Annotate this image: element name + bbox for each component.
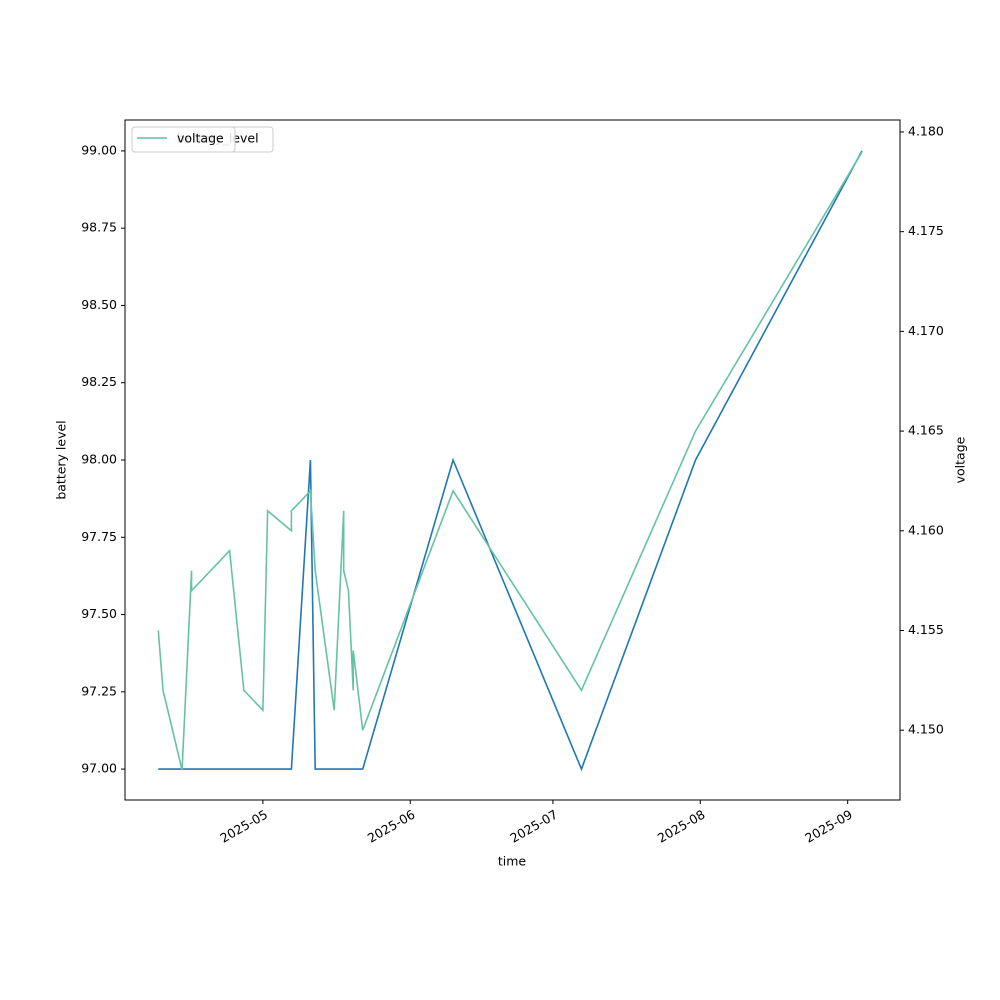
y-axis-label: battery level — [54, 420, 69, 499]
y2-tick-label: 4.160 — [908, 522, 944, 537]
y-tick-label: 97.00 — [81, 761, 117, 776]
x-tick-label: 2025-05 — [217, 807, 270, 846]
x-tick-label: 2025-06 — [365, 807, 418, 846]
line-series — [158, 150, 863, 772]
y-tick-label: 98.75 — [81, 220, 117, 235]
y-tick-label: 98.25 — [81, 374, 117, 389]
y2-tick-label: 4.165 — [908, 423, 944, 438]
y-tick-label: 99.00 — [81, 142, 117, 157]
y2-tick-label: 4.170 — [908, 323, 944, 338]
y-tick-label: 97.25 — [81, 683, 117, 698]
x-tick-label: 2025-07 — [507, 807, 560, 846]
y-tick-label: 97.50 — [81, 606, 117, 621]
y-tick-label: 98.50 — [81, 297, 117, 312]
x-tick-label: 2025-08 — [655, 807, 708, 846]
x-axis-label: time — [498, 854, 527, 869]
y2-axis-label: voltage — [953, 436, 968, 483]
legend-box — [131, 126, 236, 153]
y-tick-label: 98.00 — [81, 452, 117, 467]
y2-tick-label: 4.155 — [908, 622, 944, 637]
line-series — [157, 151, 863, 771]
y-tick-label: 97.75 — [81, 529, 117, 544]
x-tick-label: 2025-09 — [802, 807, 855, 846]
legend-label: voltage — [177, 131, 224, 146]
y2-tick-label: 4.150 — [908, 722, 944, 737]
y2-tick-label: 4.180 — [908, 123, 944, 138]
plot-frame — [124, 119, 901, 801]
y2-tick-label: 4.175 — [908, 223, 944, 238]
